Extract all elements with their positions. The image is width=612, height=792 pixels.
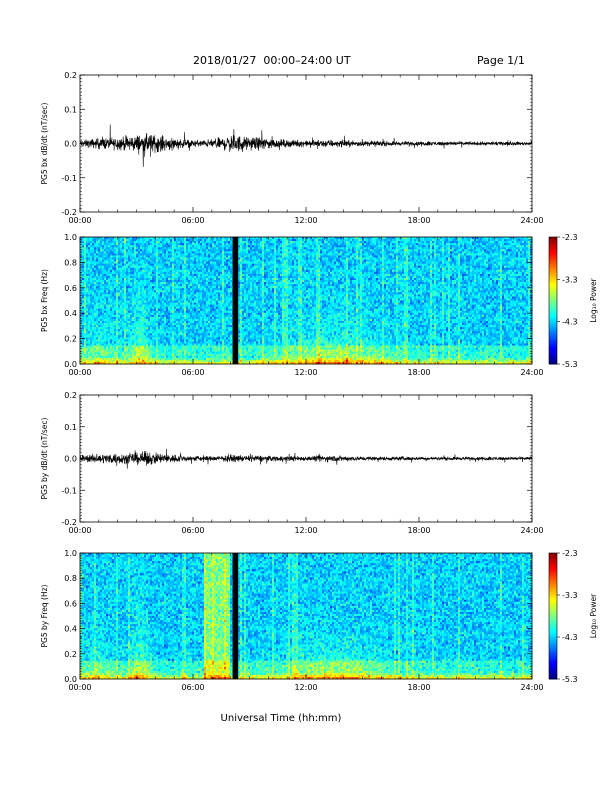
x-tick-label: 00:00 <box>68 368 91 377</box>
colorbar-tick-label: -3.3 <box>562 275 578 284</box>
y-tick-label: -0.1 <box>61 174 77 183</box>
y-tick-label: 0.6 <box>64 599 77 608</box>
x-tick-label: 00:00 <box>68 526 91 535</box>
x-tick-label: 12:00 <box>294 683 317 692</box>
colorbar: -2.3 -3.3 -4.3 -5.3 Log₁₀ Power <box>549 549 598 684</box>
colorbar-tick-label: -4.3 <box>562 318 578 327</box>
x-tick-label: 24:00 <box>520 368 543 377</box>
y-tick-label: 0.2 <box>64 391 77 400</box>
y-tick-label: 1.0 <box>64 549 77 558</box>
figure-canvas: 00:00 06:00 12:00 18:00 24:00 0.2 0.1 0.0 -0.1 -0… <box>0 0 612 792</box>
colorbar-tick-label: -3.3 <box>562 591 578 600</box>
colorbar-tick-label: -4.3 <box>562 633 578 642</box>
x-tick-label: 06:00 <box>181 683 204 692</box>
x-tick-label: 06:00 <box>181 526 204 535</box>
y-tick-label: 0.8 <box>64 258 77 267</box>
y-tick-label: 0.1 <box>64 423 77 432</box>
colorbar-tick-label: -2.3 <box>562 233 578 242</box>
x-tick-label: 24:00 <box>520 683 543 692</box>
x-tick-label: 12:00 <box>294 526 317 535</box>
x-tick-label: 06:00 <box>181 216 204 225</box>
y-tick-label: 0.2 <box>64 335 77 344</box>
x-tick-label: 12:00 <box>294 216 317 225</box>
spectrogram-bx <box>80 237 532 364</box>
x-axis-label: Universal Time (hh:mm) <box>221 713 342 724</box>
y-tick-label: 0.0 <box>64 455 77 464</box>
x-tick-label: 06:00 <box>181 368 204 377</box>
y-tick-label: 0.8 <box>64 574 77 583</box>
colorbar-label: Log₁₀ Power <box>589 593 598 638</box>
series-line-bx <box>80 124 532 166</box>
y-tick-label: 0.0 <box>64 675 77 684</box>
y-tick-label: 0.2 <box>64 650 77 659</box>
data-gap-bar <box>233 237 239 364</box>
colorbar-tick-label: -5.3 <box>562 360 578 369</box>
x-tick-label: 18:00 <box>407 368 430 377</box>
colorbar-tick-label: -5.3 <box>562 675 578 684</box>
y-tick-label: 1.0 <box>64 233 77 242</box>
y-axis-label: PG5 by dB/dt (nT/sec) <box>40 417 49 499</box>
colorbar-label: Log₁₀ Power <box>589 277 598 322</box>
x-tick-label: 00:00 <box>68 683 91 692</box>
y-tick-label: -0.1 <box>61 486 77 495</box>
y-tick-label: 0.0 <box>64 360 77 369</box>
data-gap-bar <box>233 553 239 679</box>
colorbar-tick-label: -2.3 <box>562 549 578 558</box>
y-tick-label: 0.1 <box>64 105 77 114</box>
x-tick-label: 24:00 <box>520 216 543 225</box>
y-axis-label: PG5 by Freq (Hz) <box>40 584 49 647</box>
spectrogram-by <box>80 553 532 679</box>
axes-panel-1: 00:00 06:00 12:00 18:00 24:00 0.2 0.1 0.0 -0.1 -0… <box>40 71 544 225</box>
x-tick-label: 18:00 <box>407 526 430 535</box>
x-tick-label: 24:00 <box>520 526 543 535</box>
x-tick-label: 18:00 <box>407 216 430 225</box>
y-axis-label: PG5 bx Freq (Hz) <box>40 269 49 332</box>
x-tick-label: 00:00 <box>68 216 91 225</box>
series-line-by <box>80 449 532 469</box>
y-axis-label: PG5 bx dB/dt (nT/sec) <box>40 102 49 184</box>
x-tick-label: 18:00 <box>407 683 430 692</box>
y-tick-label: 0.6 <box>64 284 77 293</box>
y-tick-label: 0.4 <box>64 625 77 634</box>
y-tick-label: 0.2 <box>64 71 77 80</box>
axes-panel-3: 00:00 06:00 12:00 18:00 24:00 0.2 0.1 0.0 -0.1 -0… <box>40 391 544 535</box>
y-tick-label: 0.0 <box>64 140 77 149</box>
x-tick-label: 12:00 <box>294 368 317 377</box>
y-tick-label: 0.4 <box>64 309 77 318</box>
y-tick-label: -0.2 <box>61 208 77 217</box>
colorbar: -2.3 -3.3 -4.3 -5.3 Log₁₀ Power <box>549 233 598 369</box>
y-tick-label: -0.2 <box>61 518 77 527</box>
